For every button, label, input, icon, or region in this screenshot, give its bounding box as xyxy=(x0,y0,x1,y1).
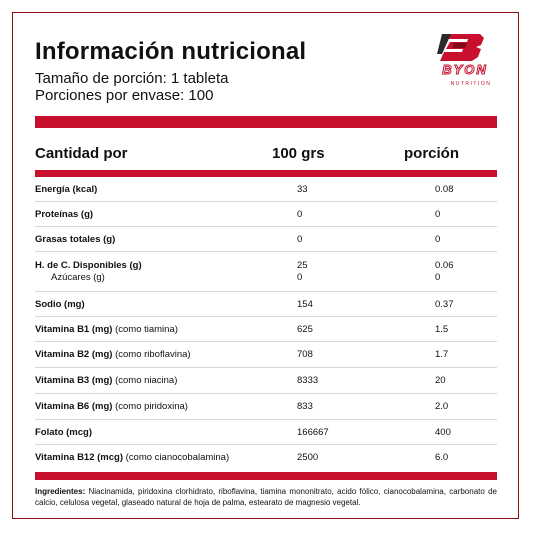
nutrient-name-main: Vitamina B12 (mcg) xyxy=(35,452,123,463)
value-per-portion: 0.06 xyxy=(435,260,454,271)
value-per-portion: 0.08 xyxy=(435,184,454,195)
row-divider xyxy=(35,393,497,394)
nutrient-name-detail: (como cianocobalamina) xyxy=(123,452,230,463)
column-header-label: Cantidad por xyxy=(35,145,128,162)
nutrient-name-main: Vitamina B3 (mg) xyxy=(35,375,113,386)
value-per-portion: 0 xyxy=(435,234,441,245)
row-divider xyxy=(35,226,497,227)
value-per-portion: 0.37 xyxy=(435,299,454,310)
nutrient-name-detail: (como niacina) xyxy=(112,375,178,386)
value-per-100g: 166667 xyxy=(297,427,329,438)
value-per-portion: 400 xyxy=(435,427,451,438)
value-per-100g: 0 xyxy=(297,209,303,220)
row-divider xyxy=(35,201,497,202)
nutrient-name: Vitamina B1 (mg) (como tiamina) xyxy=(35,324,178,335)
ingredients-text: Ingredientes: Niacinamida, piridoxina cl… xyxy=(35,487,497,508)
column-header-100g: 100 grs xyxy=(272,145,325,162)
nutrient-name: Energía (kcal) xyxy=(35,184,97,195)
table-row: Grasas totales (g) 0 0 xyxy=(35,227,497,252)
header-divider-thin xyxy=(35,170,497,177)
nutrient-name: Vitamina B6 (mg) (como piridoxina) xyxy=(35,401,188,412)
sub-value-per-portion: 0 xyxy=(435,272,441,283)
value-per-portion: 20 xyxy=(435,375,446,386)
nutrient-name-main: Sodio (mg) xyxy=(35,299,85,310)
nutrient-name-main: Grasas totales (g) xyxy=(35,234,116,245)
nutrient-name: Vitamina B3 (mg) (como niacina) xyxy=(35,375,177,386)
page-title: Información nutricional xyxy=(35,38,307,65)
footer-divider xyxy=(35,472,497,480)
value-per-100g: 8333 xyxy=(297,375,319,386)
value-per-portion: 1.5 xyxy=(435,324,449,335)
nutrient-name-main: Vitamina B2 (mg) xyxy=(35,349,113,360)
brand-logo-icon xyxy=(434,30,494,90)
table-row: Folato (mcg) 166667 400 xyxy=(35,420,497,445)
nutrient-name: Grasas totales (g) xyxy=(35,234,115,245)
nutrient-name-main: Proteínas (g) xyxy=(35,209,94,220)
value-per-100g: 833 xyxy=(297,401,313,412)
nutrient-name-main: H. de C. Disponibles (g) xyxy=(35,260,142,271)
nutrient-name: Folato (mcg) xyxy=(35,427,92,438)
nutrient-name: Sodio (mg) xyxy=(35,299,85,310)
nutrient-name-detail: (como riboflavina) xyxy=(112,349,191,360)
nutrient-name-detail: (como piridoxina) xyxy=(112,401,188,412)
nutrient-name-main: Vitamina B1 (mg) xyxy=(35,324,113,335)
table-row: H. de C. Disponibles (g) 25 0.06 Azúcares (… xyxy=(35,252,497,292)
nutrient-name-main: Folato (mcg) xyxy=(35,427,92,438)
value-per-portion: 1.7 xyxy=(435,349,449,360)
value-per-portion: 2.0 xyxy=(435,401,449,412)
brand-name: BYON xyxy=(442,62,488,78)
table-row: Sodio (mg) 154 0.37 xyxy=(35,292,497,317)
value-per-100g: 2500 xyxy=(297,452,319,463)
brand-tagline: NUTRITION xyxy=(450,81,492,87)
ingredients-list: Niacinamida, piridoxina clorhidrato, rib… xyxy=(35,487,497,507)
value-per-portion: 6.0 xyxy=(435,452,449,463)
row-divider xyxy=(35,419,497,420)
row-divider xyxy=(35,444,497,445)
ingredients-label: Ingredientes: xyxy=(35,487,86,496)
nutrient-name-detail: (como tiamina) xyxy=(112,324,178,335)
servings-per-container: Porciones por envase: 100 xyxy=(35,87,214,104)
table-row: Energía (kcal) 33 0.08 xyxy=(35,177,497,202)
table-row: Vitamina B6 (mg) (como piridoxina) 833 2.0 xyxy=(35,394,497,420)
table-row: Vitamina B2 (mg) (como riboflavina) 708 1.… xyxy=(35,342,497,368)
value-per-100g: 25 xyxy=(297,260,308,271)
table-row: Vitamina B3 (mg) (como niacina) 8333 20 xyxy=(35,368,497,394)
nutrient-name: Proteínas (g) xyxy=(35,209,93,220)
table-row: Proteínas (g) 0 0 xyxy=(35,202,497,227)
value-per-100g: 33 xyxy=(297,184,308,195)
nutrient-name-main: Energía (kcal) xyxy=(35,184,98,195)
nutrient-name: Vitamina B12 (mcg) (como cianocobalamina… xyxy=(35,452,229,463)
sub-nutrient-name: Azúcares (g) xyxy=(51,272,105,283)
table-row: Vitamina B1 (mg) (como tiamina) 625 1.5 xyxy=(35,317,497,342)
serving-size: Tamaño de porción: 1 tableta xyxy=(35,70,229,87)
value-per-100g: 0 xyxy=(297,234,303,245)
header-divider-thick xyxy=(35,116,497,128)
column-header-portion: porción xyxy=(404,145,459,162)
row-divider xyxy=(35,341,497,342)
label-frame xyxy=(12,12,519,519)
row-divider xyxy=(35,291,497,292)
nutrient-name: H. de C. Disponibles (g) xyxy=(35,260,142,271)
table-row: Vitamina B12 (mcg) (como cianocobalamina… xyxy=(35,445,497,471)
nutrient-name: Vitamina B2 (mg) (como riboflavina) xyxy=(35,349,191,360)
row-divider xyxy=(35,316,497,317)
value-per-portion: 0 xyxy=(435,209,441,220)
row-divider xyxy=(35,251,497,252)
sub-value-per-100g: 0 xyxy=(297,272,303,283)
value-per-100g: 154 xyxy=(297,299,313,310)
value-per-100g: 708 xyxy=(297,349,313,360)
nutrient-name-main: Vitamina B6 (mg) xyxy=(35,401,113,412)
row-divider xyxy=(35,367,497,368)
value-per-100g: 625 xyxy=(297,324,313,335)
